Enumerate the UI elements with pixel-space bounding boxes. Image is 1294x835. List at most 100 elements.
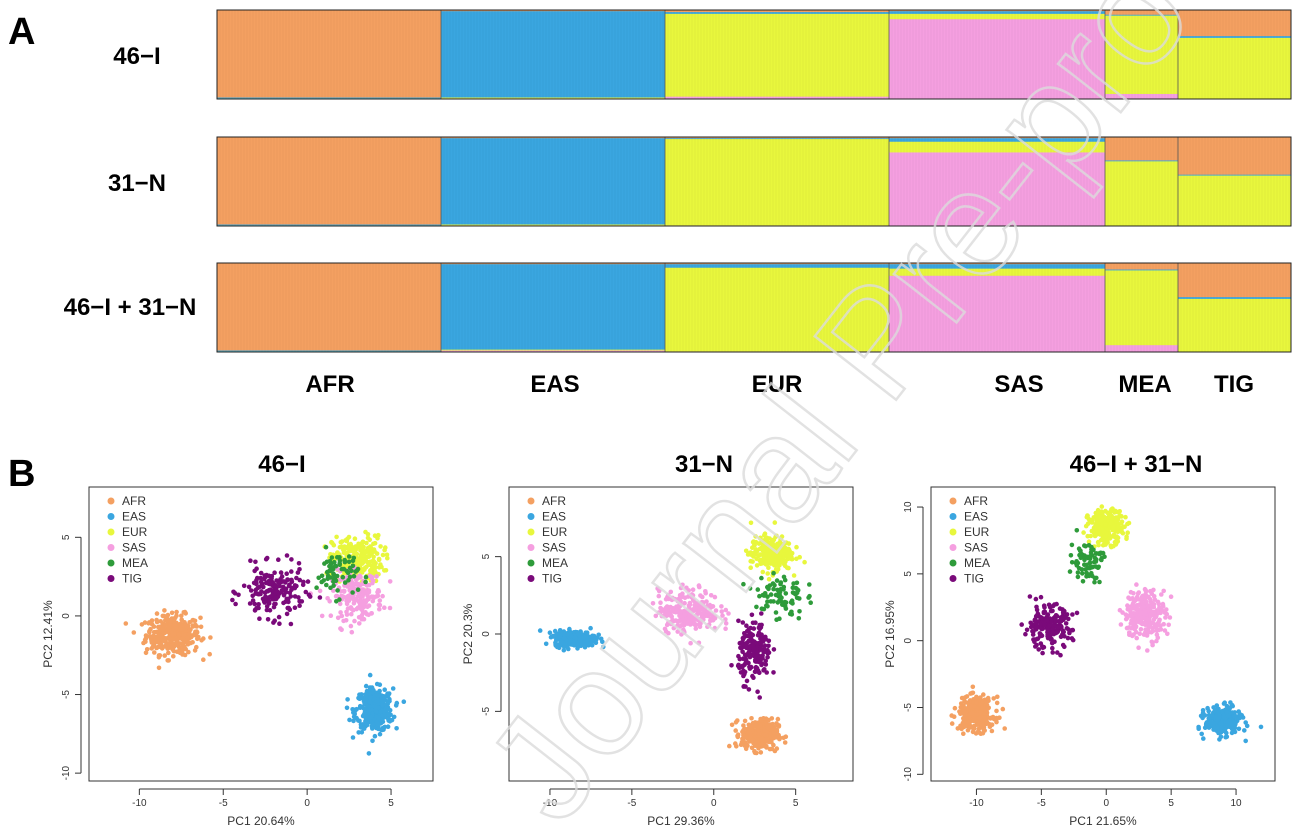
pca-point — [1103, 542, 1108, 547]
pca-point — [367, 554, 372, 559]
pca-point — [1099, 538, 1104, 543]
pca-point — [190, 618, 195, 623]
pca-point — [698, 617, 703, 622]
pca-point — [749, 716, 754, 721]
admixture-row — [217, 137, 1291, 226]
pca-point — [797, 555, 802, 560]
admixture-segment — [217, 10, 441, 98]
pca-point — [293, 594, 298, 599]
pca-point — [1232, 710, 1237, 715]
pca-point — [370, 739, 375, 744]
pca-point — [1243, 739, 1248, 744]
group-label-afr: AFR — [305, 371, 354, 398]
pca-point — [277, 615, 282, 620]
pca-point — [764, 662, 769, 667]
pca-point — [1217, 716, 1222, 721]
pca-point — [293, 605, 298, 610]
pca-point — [991, 696, 996, 701]
pca-point — [665, 623, 670, 628]
pca-point — [367, 538, 372, 543]
pca-point — [391, 686, 396, 691]
pca-point — [720, 613, 725, 618]
pca-point — [797, 609, 802, 614]
pca-point — [377, 603, 382, 608]
pca-point — [777, 561, 782, 566]
pca-point — [343, 580, 348, 585]
pca-point — [1119, 521, 1124, 526]
pca-point — [277, 584, 282, 589]
pca-point — [971, 716, 976, 721]
pca-point — [670, 609, 675, 614]
pca-point — [960, 696, 965, 701]
pca-point — [795, 581, 800, 586]
pca-point — [743, 719, 748, 724]
pca-point — [990, 722, 995, 727]
pca-point — [769, 599, 774, 604]
pca-point — [368, 700, 373, 705]
pca-point — [171, 637, 176, 642]
pca-point — [775, 547, 780, 552]
pca-point — [677, 618, 682, 623]
pca-point — [1094, 523, 1099, 528]
pca-point — [726, 611, 731, 616]
pca-point — [361, 560, 366, 565]
pca-point — [371, 688, 376, 693]
pca-point — [340, 567, 345, 572]
pca-point — [1204, 721, 1209, 726]
pca-point — [337, 563, 342, 568]
panel-b-letter: B — [8, 453, 35, 495]
pca-point — [677, 613, 682, 618]
pca-point — [334, 599, 339, 604]
pca-point — [562, 636, 567, 641]
pca-point — [773, 550, 778, 555]
pca-point — [248, 601, 253, 606]
pca-point — [377, 558, 382, 563]
legend-marker — [108, 529, 115, 536]
pca-point — [285, 612, 290, 617]
pca-point — [585, 642, 590, 647]
pca-point — [371, 542, 376, 547]
pca-point — [806, 595, 811, 600]
y-axis-label: PC2 12.41% — [41, 600, 55, 668]
pca-point — [757, 654, 762, 659]
y-tick-label: 0 — [61, 613, 72, 619]
pca-point — [363, 566, 368, 571]
pca-point — [774, 610, 779, 615]
admixture-segment — [665, 139, 889, 226]
pca-point — [697, 609, 702, 614]
admixture-segment — [217, 137, 441, 225]
pca-point — [736, 619, 741, 624]
pca-point — [372, 596, 377, 601]
pca-point — [281, 579, 286, 584]
pca-point — [147, 620, 152, 625]
pca-point — [351, 564, 356, 569]
pca-point — [357, 598, 362, 603]
pca-point — [318, 595, 323, 600]
pca-point — [761, 570, 766, 575]
pca-point — [1088, 534, 1093, 539]
pca-point — [373, 734, 378, 739]
pca-point — [701, 600, 706, 605]
pca-point — [741, 637, 746, 642]
pca-point — [280, 588, 285, 593]
pca-point — [658, 600, 663, 605]
pca-point — [381, 553, 386, 558]
pca-point — [990, 729, 995, 734]
pca-point — [1100, 504, 1105, 509]
pca-point — [766, 644, 771, 649]
pca-point — [331, 583, 336, 588]
pca-point — [743, 670, 748, 675]
x-tick-label: -5 — [627, 798, 636, 809]
pca-point — [345, 602, 350, 607]
pca-point — [248, 558, 253, 563]
pca-point — [1196, 726, 1201, 731]
pca-point — [747, 687, 752, 692]
pca-point — [1112, 510, 1117, 515]
group-label-eur: EUR — [752, 371, 803, 398]
y-tick-label: 5 — [61, 534, 72, 540]
admixture-segment — [665, 267, 889, 351]
legend-label: EUR — [542, 525, 568, 539]
pca-point — [140, 622, 145, 627]
pca-point — [198, 616, 203, 621]
row-label-combined: 46−I + 31−N — [64, 294, 197, 321]
